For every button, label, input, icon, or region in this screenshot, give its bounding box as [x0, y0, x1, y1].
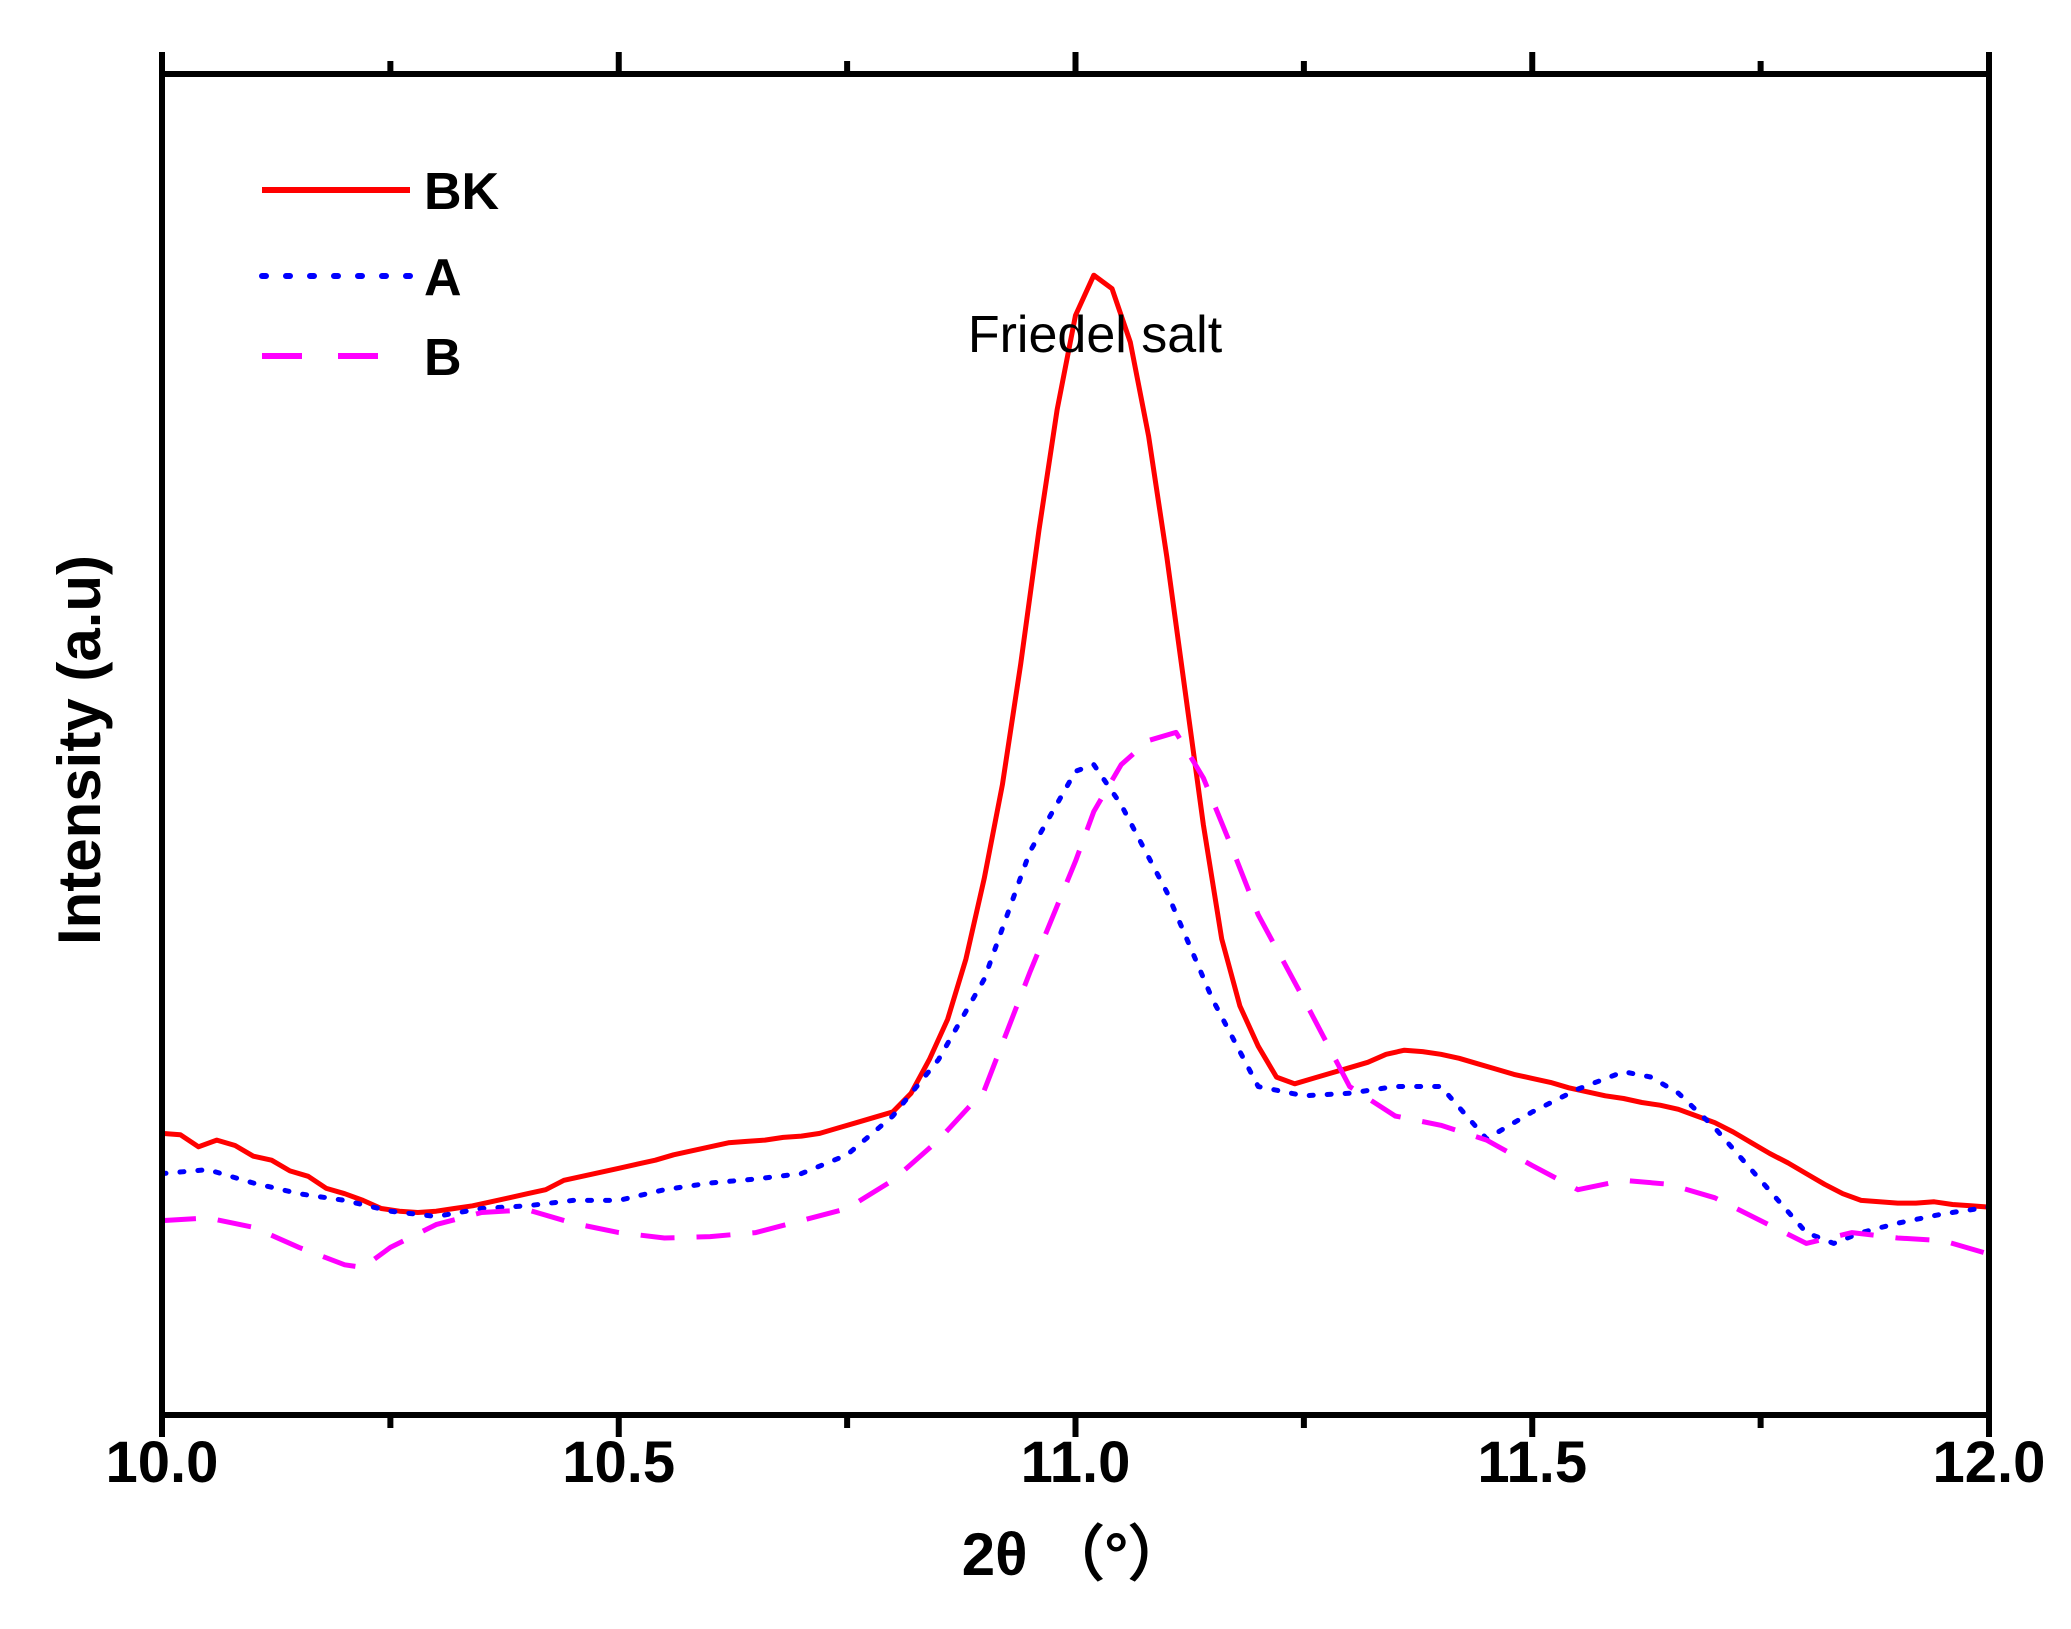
- legend: BK A B: [259, 163, 500, 387]
- x-tick-label: 10.0: [106, 1430, 219, 1495]
- x-tick-label: 10.5: [562, 1430, 675, 1495]
- x-tick-label: 12.0: [1933, 1430, 2046, 1495]
- series-line-b: [161, 729, 1990, 1270]
- tick-labels-layer: 10.0 10.5 11.0 11.5 12.0: [106, 1430, 2046, 1495]
- series-line-a: [159, 762, 1992, 1246]
- friedel-salt-annotation: Friedel salt: [968, 306, 1223, 364]
- x-tick-label: 11.5: [1477, 1430, 1587, 1495]
- legend-label-a: A: [424, 249, 462, 307]
- x-tick-label: 11.0: [1021, 1430, 1131, 1495]
- series-line-bk: [161, 272, 1990, 1215]
- series-layer: [159, 272, 1992, 1270]
- x-axis-title: 2θ （°）: [962, 1521, 1188, 1588]
- ticks-layer: [159, 52, 1992, 1437]
- legend-label-b: B: [424, 329, 462, 387]
- y-axis-title: Intensity (a.u): [46, 555, 113, 945]
- legend-label-bk: BK: [424, 163, 500, 221]
